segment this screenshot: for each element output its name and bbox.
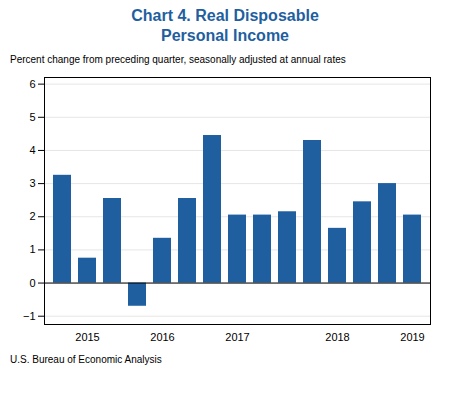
svg-text:2018: 2018 — [325, 331, 349, 343]
svg-text:0: 0 — [29, 277, 35, 289]
svg-text:5: 5 — [29, 111, 35, 123]
html-text:Chart 4. Real Disposable Perso: Chart 4. Real Disposable Personal Income — [131, 7, 319, 44]
svg-text:6: 6 — [29, 78, 35, 90]
svg-text:2016: 2016 — [150, 331, 174, 343]
svg-text:4: 4 — [29, 144, 35, 156]
svg-text:1: 1 — [29, 243, 35, 255]
svg-text:2017: 2017 — [225, 331, 249, 343]
html-text:Percent change from preceding: Percent change from preceding quarter, s… — [10, 54, 346, 65]
html-text:U.S. Bureau of Economic Analys: U.S. Bureau of Economic Analysis — [10, 354, 162, 365]
svg-text:2015: 2015 — [75, 331, 99, 343]
svg-text:2019: 2019 — [400, 331, 424, 343]
svg-text:2: 2 — [29, 210, 35, 222]
svg-text:−1: −1 — [23, 310, 36, 322]
svg-text:3: 3 — [29, 177, 35, 189]
